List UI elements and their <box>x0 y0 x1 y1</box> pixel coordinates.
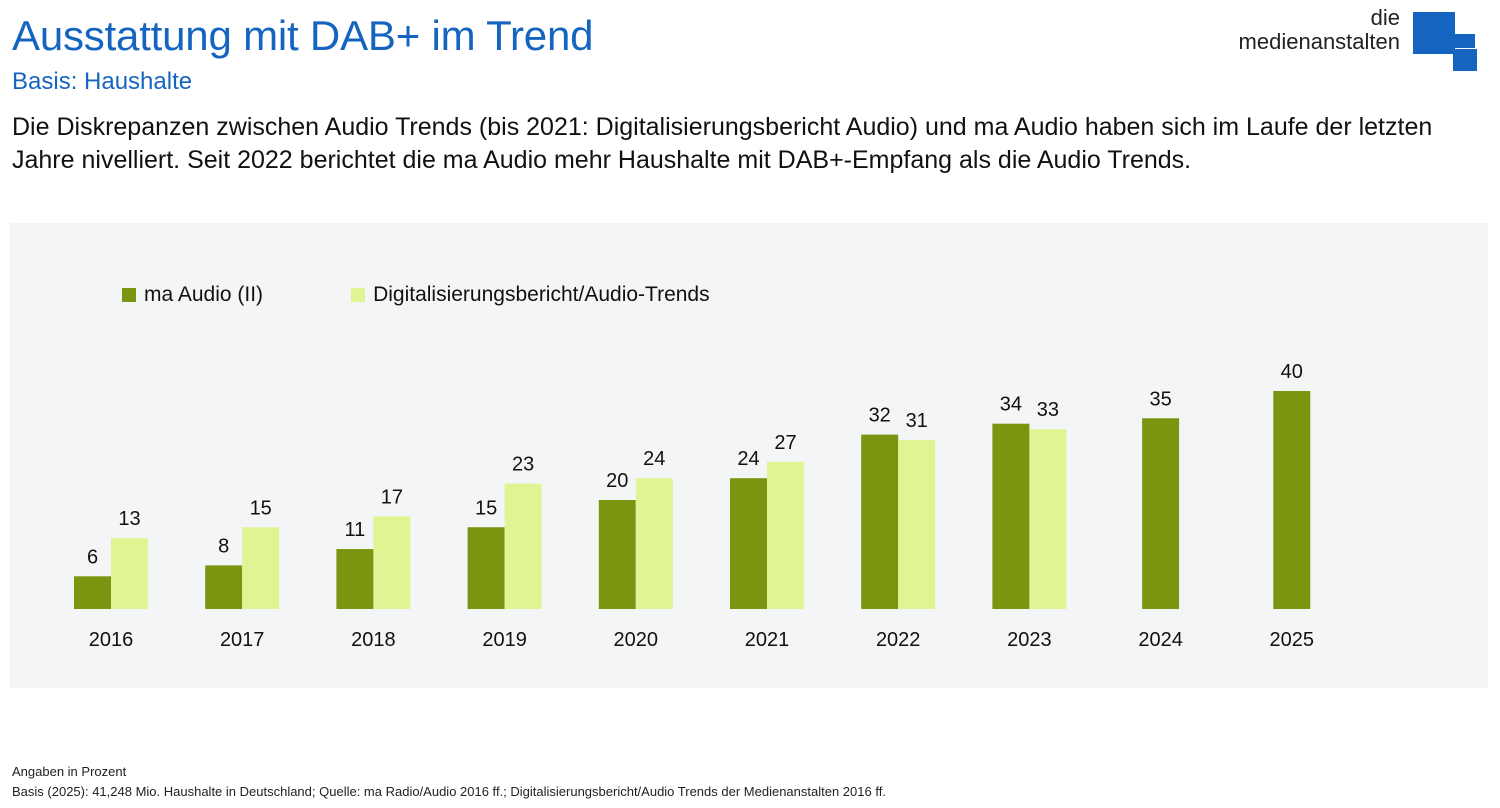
data-label-audio-trends-2021: 27 <box>774 432 796 454</box>
data-label-ma-audio-2017: 8 <box>218 535 229 557</box>
bar-ma-audio-2016 <box>74 576 111 609</box>
data-label-ma-audio-2019: 15 <box>475 497 497 519</box>
bar-ma-audio-2017 <box>205 565 243 609</box>
bar-audio-trends-2021 <box>767 461 804 609</box>
data-label-ma-audio-2021: 24 <box>737 448 759 470</box>
data-label-audio-trends-2022: 31 <box>906 410 928 432</box>
data-label-audio-trends-2018: 17 <box>381 486 403 508</box>
logo-square-bottom <box>1453 49 1477 71</box>
legend-label-ma-audio: ma Audio (II) <box>144 283 264 306</box>
page-subtitle: Basis: Haushalte <box>12 68 193 95</box>
logo-square-small <box>1454 34 1475 48</box>
bar-ma-audio-2020 <box>598 500 636 609</box>
logo-square-large <box>1413 12 1455 54</box>
x-tick-label-2024: 2024 <box>1138 629 1183 651</box>
chart-legend: ma Audio (II) Digitalisierungsbericht/Au… <box>122 283 798 307</box>
x-tick-label-2017: 2017 <box>220 629 265 651</box>
bar-ma-audio-2023 <box>992 423 1030 609</box>
medienanstalten-logo: die medienanstalten <box>1220 2 1500 74</box>
chart-panel <box>10 223 1488 688</box>
bar-ma-audio-2018 <box>336 549 374 609</box>
data-label-ma-audio-2024: 35 <box>1149 388 1171 410</box>
bar-ma-audio-2025 <box>1273 391 1311 609</box>
x-tick-label-2025: 2025 <box>1270 629 1315 651</box>
bar-audio-trends-2016 <box>111 538 148 609</box>
x-tick-label-2020: 2020 <box>614 629 659 651</box>
data-label-ma-audio-2018: 11 <box>345 519 366 541</box>
x-tick-label-2023: 2023 <box>1007 629 1052 651</box>
data-label-audio-trends-2020: 24 <box>643 448 665 470</box>
x-tick-label-2022: 2022 <box>876 629 921 651</box>
footnote-unit: Angaben in Prozent <box>12 764 127 779</box>
legend-swatch-ma-audio <box>122 288 136 302</box>
bar-audio-trends-2019 <box>504 483 542 609</box>
footnote-source: Basis (2025): 41,248 Mio. Haushalte in D… <box>12 784 886 799</box>
bar-audio-trends-2020 <box>635 478 673 609</box>
data-label-audio-trends-2023: 33 <box>1037 399 1059 421</box>
logo-line-1: die <box>1370 5 1400 30</box>
x-tick-label-2019: 2019 <box>482 629 527 651</box>
lead-text: Die Diskrepanzen zwischen Audio Trends (… <box>12 113 1433 174</box>
bar-audio-trends-2023 <box>1029 429 1067 609</box>
page-title: Ausstattung mit DAB+ im Trend <box>12 12 594 59</box>
data-label-audio-trends-2016: 13 <box>118 508 140 530</box>
legend-item-audio-trends: Digitalisierungsbericht/Audio-Trends <box>351 283 710 307</box>
x-tick-label-2021: 2021 <box>745 629 790 651</box>
bar-audio-trends-2017 <box>242 527 280 609</box>
bar-ma-audio-2019 <box>467 527 505 609</box>
x-tick-label-2018: 2018 <box>351 629 396 651</box>
data-label-ma-audio-2025: 40 <box>1281 361 1303 383</box>
bar-ma-audio-2022 <box>861 434 899 609</box>
logo-line-2: medienanstalten <box>1238 29 1400 54</box>
bar-ma-audio-2024 <box>1142 418 1180 609</box>
bar-audio-trends-2022 <box>898 440 936 609</box>
data-label-ma-audio-2020: 20 <box>606 470 628 492</box>
bar-ma-audio-2021 <box>730 478 767 609</box>
bar-audio-trends-2018 <box>373 516 411 609</box>
logo-text: die medienanstalten <box>1239 6 1400 54</box>
data-label-audio-trends-2019: 23 <box>512 454 534 476</box>
data-label-ma-audio-2023: 34 <box>1000 394 1022 416</box>
legend-swatch-audio-trends <box>351 288 366 302</box>
data-label-audio-trends-2017: 15 <box>250 497 272 519</box>
x-tick-label-2016: 2016 <box>89 629 134 651</box>
legend-item-ma-audio: ma Audio (II) <box>122 283 263 307</box>
legend-label-audio-trends: Digitalisierungsbericht/Audio-Trends <box>373 283 710 306</box>
data-label-ma-audio-2016: 6 <box>87 546 98 568</box>
data-label-ma-audio-2022: 32 <box>869 405 891 427</box>
